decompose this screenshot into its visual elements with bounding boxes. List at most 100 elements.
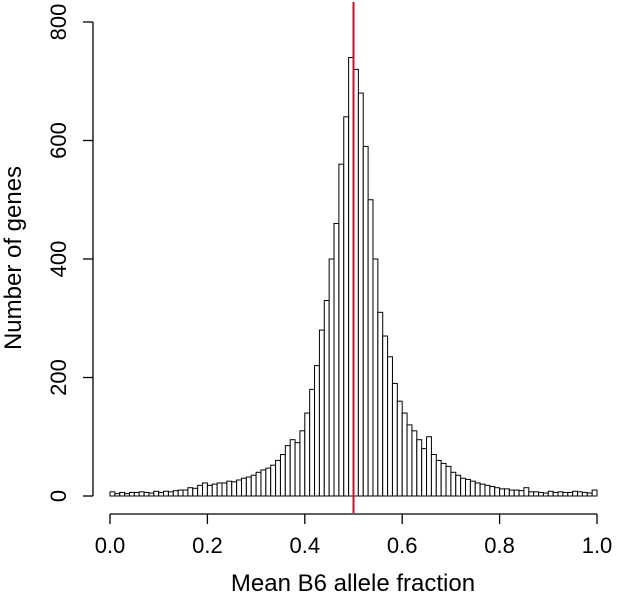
histogram-bar (323, 299, 330, 497)
histogram-bar (255, 471, 262, 497)
x-axis: 0.0 0.2 0.4 0.6 0.8 1.0 (95, 513, 613, 558)
histogram-bar (202, 482, 208, 497)
y-tick-label: 200 (46, 359, 71, 396)
histogram-bar (523, 487, 530, 497)
histogram-bar (538, 491, 544, 497)
histogram-bar (245, 476, 252, 497)
histogram-bar (328, 258, 335, 497)
histogram-bar (382, 335, 389, 497)
histogram-bar (270, 464, 277, 497)
histogram-bar (226, 480, 233, 497)
histogram-bar (362, 145, 369, 497)
x-tick-label: 1.0 (582, 533, 613, 558)
histogram-bar (231, 481, 238, 497)
histogram-bar (372, 258, 379, 497)
histogram-bar (260, 469, 267, 497)
histogram-bar (377, 311, 384, 497)
histogram-bar (440, 462, 447, 497)
histogram-bar (211, 483, 218, 497)
histogram-bar (250, 474, 257, 497)
histogram-bar (357, 92, 364, 497)
histogram-bar (309, 388, 316, 497)
histogram-bar (528, 491, 535, 497)
histogram-bar (513, 489, 520, 497)
x-tick-label: 0.2 (192, 533, 223, 558)
histogram-bar (172, 490, 179, 497)
histogram-bar (406, 424, 413, 497)
histogram-bar (533, 491, 540, 497)
histogram-bar (455, 474, 462, 497)
y-tick-label: 400 (46, 241, 71, 278)
histogram-bar (275, 459, 281, 497)
histogram-bar (114, 493, 121, 497)
histogram-bar (469, 480, 476, 497)
histogram-bar (192, 487, 199, 497)
histogram-bar (133, 491, 140, 497)
histogram-bar (572, 490, 579, 497)
y-tick-label: 0 (46, 490, 71, 502)
histogram-bar (445, 465, 452, 497)
histogram-bar (182, 489, 189, 497)
histogram-bar (421, 448, 428, 497)
histogram-bar (143, 491, 150, 497)
histogram-bar (197, 484, 204, 497)
histogram-bars (109, 57, 598, 497)
histogram-bar (479, 483, 486, 497)
histogram-bar (289, 439, 296, 497)
histogram-bar (265, 467, 272, 497)
histogram-bar (163, 490, 169, 497)
histogram-bar (240, 477, 247, 497)
histogram-bar (557, 491, 564, 497)
histogram-bar (338, 163, 345, 497)
histogram-bar (552, 491, 559, 497)
histogram-bar (391, 382, 398, 497)
histogram-bar (542, 492, 549, 497)
histogram-bar (299, 430, 306, 497)
histogram-bar (148, 492, 155, 497)
histogram-bar (119, 491, 126, 497)
histogram-bar (153, 490, 160, 497)
histogram-bar (577, 491, 583, 497)
histogram-bar (294, 442, 301, 497)
histogram-bar (416, 439, 423, 497)
histogram-bar (460, 477, 467, 497)
histogram-bar (177, 489, 184, 497)
histogram-bar (465, 478, 471, 497)
histogram-bar (567, 491, 574, 497)
histogram-bar (221, 482, 228, 497)
histogram-bar (494, 487, 501, 497)
histogram-bar (401, 412, 408, 497)
histogram-bar (547, 490, 554, 497)
histogram-bar (387, 356, 393, 497)
histogram-bar (167, 491, 174, 497)
histogram-bar (124, 493, 130, 497)
y-axis-title: Number of genes (0, 166, 27, 350)
histogram-bar (318, 329, 325, 497)
x-tick-label: 0.4 (290, 533, 321, 558)
histogram-bar (314, 365, 320, 497)
histogram-bar (367, 199, 374, 497)
histogram-bar (435, 459, 442, 497)
histogram-bar (279, 454, 286, 497)
histogram-bar (430, 454, 437, 497)
histogram-bar (187, 487, 194, 497)
histogram-bar (581, 491, 588, 497)
y-axis: 0 200 400 600 800 (46, 4, 94, 502)
histogram-bar (343, 116, 350, 497)
histogram-bar (396, 400, 403, 497)
histogram-bar (591, 489, 598, 497)
histogram-bar (206, 484, 213, 497)
histogram-bar (333, 222, 340, 497)
histogram-bar (138, 491, 145, 497)
histogram-bar (489, 486, 496, 497)
histogram-bar (109, 491, 116, 497)
histogram-bar (284, 445, 291, 497)
x-tick-label: 0.8 (484, 533, 515, 558)
y-tick-label: 600 (46, 122, 71, 159)
histogram-bar (562, 491, 569, 497)
x-tick-label: 0.0 (95, 533, 126, 558)
x-tick-label: 0.6 (387, 533, 418, 558)
histogram-bar (216, 482, 223, 497)
histogram-bar (426, 436, 432, 497)
